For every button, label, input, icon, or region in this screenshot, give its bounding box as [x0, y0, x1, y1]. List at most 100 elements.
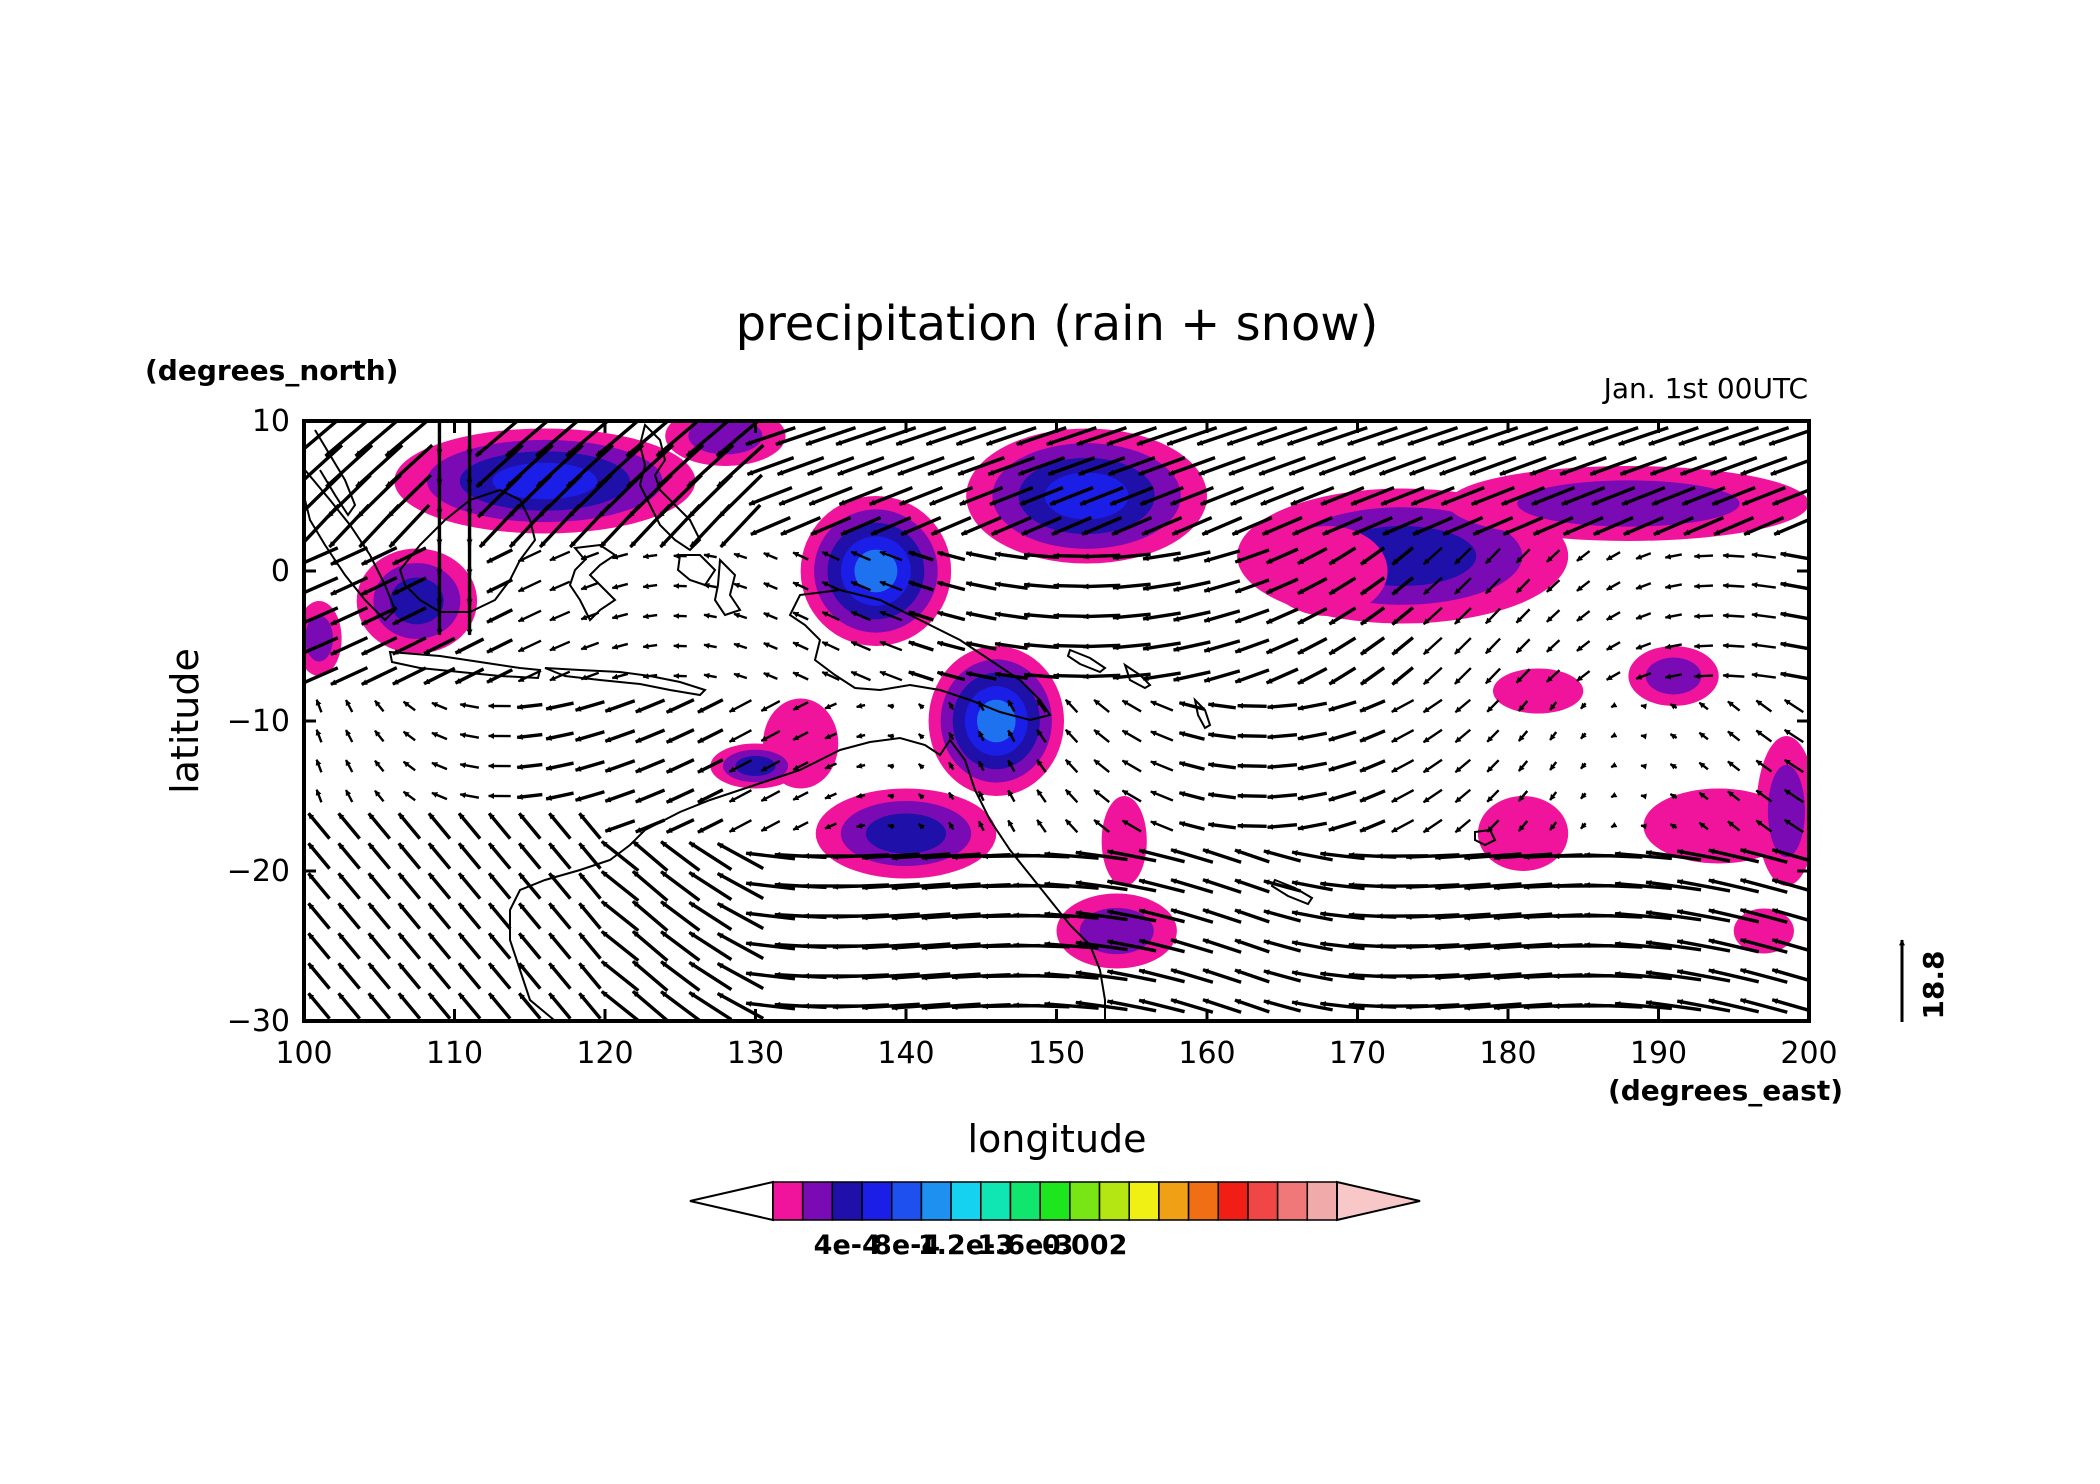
wind-vector-839 [1463, 912, 1522, 921]
wind-vector-161 [629, 503, 672, 549]
wind-vector-828 [1138, 908, 1185, 924]
colorbar-swatch [1247, 1181, 1279, 1221]
wind-vector-832 [1263, 909, 1302, 923]
wind-vector-228 [1142, 551, 1181, 562]
wind-vector-561 [635, 758, 666, 774]
wind-vector-667 [824, 822, 837, 830]
wind-vector-271 [936, 580, 966, 592]
wind-vector-117 [808, 486, 853, 506]
wind-vector-586 [1391, 759, 1415, 773]
wind-vector-938 [1434, 972, 1491, 981]
wind-vector-613 [697, 788, 724, 804]
wind-vector-518 [856, 732, 866, 739]
wind-vector-355 [454, 637, 485, 655]
wind-vector-368 [850, 640, 871, 652]
wind-vector-744 [1614, 851, 1672, 861]
precip-cell-2-level-2 [305, 615, 333, 662]
wind-vector-377 [1112, 642, 1151, 651]
wind-vector-546 [1698, 731, 1709, 741]
wind-vector-341 [1546, 609, 1561, 623]
wind-vector-379 [1172, 640, 1211, 652]
wind-vector-263 [703, 582, 717, 589]
wind-vector-119 [868, 486, 913, 506]
wind-vector-802 [367, 902, 392, 930]
wind-vector-732 [1263, 849, 1302, 863]
wind-vector-728 [1138, 848, 1185, 864]
wind-vector-93 [1589, 456, 1638, 476]
wind-vector-563 [697, 758, 724, 774]
y-axis-label: latitude [163, 648, 207, 794]
precip-cell-14-level-1 [1267, 526, 1388, 616]
wind-vector-139 [1470, 486, 1515, 506]
colorbar-swatch [801, 1181, 834, 1221]
wind-vector-169 [870, 516, 912, 536]
wind-vector-710 [600, 840, 640, 872]
wind-vector-292 [1576, 580, 1591, 592]
wind-vector-413 [703, 672, 717, 679]
wind-vector-820 [891, 912, 951, 921]
wind-vector-291 [1546, 579, 1561, 593]
wind-vector-248 [1751, 552, 1776, 559]
wind-vector-229 [1172, 550, 1211, 562]
wind-vector-960 [600, 990, 640, 1021]
wind-vector-770 [891, 882, 951, 891]
wind-vector-753 [397, 872, 422, 900]
wind-vector-526 [1093, 729, 1110, 743]
colorbar-swatch [1306, 1181, 1338, 1221]
wind-vector-522 [977, 730, 985, 742]
wind-vector-257 [517, 579, 542, 593]
wind-vector-921 [921, 972, 981, 981]
wind-vector-393 [1606, 641, 1621, 651]
wind-vector-734 [1319, 851, 1365, 861]
wind-vector-579 [1178, 761, 1205, 771]
precip-cell-15-level-1 [1492, 668, 1584, 714]
wind-vector-698 [1755, 819, 1773, 833]
wind-vector-726 [1075, 850, 1128, 862]
wind-vector-827 [1106, 909, 1157, 923]
wind-vector-719 [861, 852, 920, 861]
wind-vector-240 [1515, 548, 1531, 564]
wind-vector-496 [1698, 701, 1709, 711]
wind-vector-344 [1635, 612, 1652, 620]
wind-vector-120 [899, 486, 944, 506]
wind-vector-230 [1203, 549, 1241, 563]
wind-vector-189 [1472, 516, 1514, 536]
wind-vector-258 [549, 580, 571, 592]
wind-vector-998 [1739, 998, 1788, 1014]
wind-vector-796 [1676, 879, 1731, 893]
wind-vector-755 [457, 872, 482, 900]
wind-vector-367 [821, 640, 840, 652]
wind-vector-267 [821, 580, 840, 592]
wind-vector-939 [1463, 972, 1522, 981]
wind-vector-695 [1669, 823, 1678, 830]
wind-vector-241 [1546, 549, 1561, 563]
wind-vector-568 [856, 762, 866, 769]
wind-vector-73 [987, 456, 1036, 476]
wind-vector-631 [1237, 792, 1267, 799]
wind-vector-478 [1150, 700, 1174, 712]
wind-vector-733 [1291, 850, 1333, 862]
wind-vector-577 [1121, 759, 1142, 773]
wind-vector-847 [1708, 908, 1760, 924]
wind-vector-641 [1549, 791, 1558, 801]
wind-vector-280 [1203, 579, 1241, 593]
wind-vector-555 [459, 762, 480, 769]
wind-vector-172 [960, 516, 1002, 536]
wind-vector-894 [1614, 941, 1672, 951]
wind-vector-164 [719, 503, 762, 549]
wind-vector-453 [402, 700, 416, 712]
coastline-java [388, 650, 542, 680]
wind-vector-343 [1606, 611, 1621, 621]
wind-vector-780 [1202, 878, 1242, 894]
wind-vector-990 [1493, 1002, 1553, 1011]
wind-vector-196 [1683, 516, 1725, 536]
wind-vector-170 [900, 516, 942, 536]
wind-vector-127 [1109, 486, 1154, 506]
wind-vector-890 [1493, 942, 1553, 951]
wind-vector-963 [688, 990, 733, 1021]
wind-vector-157 [508, 503, 551, 549]
wind-vector-474 [1036, 699, 1047, 713]
coastline-lesser-sunda [544, 667, 707, 697]
wind-vector-316 [792, 611, 809, 621]
wind-vector-318 [850, 610, 871, 622]
